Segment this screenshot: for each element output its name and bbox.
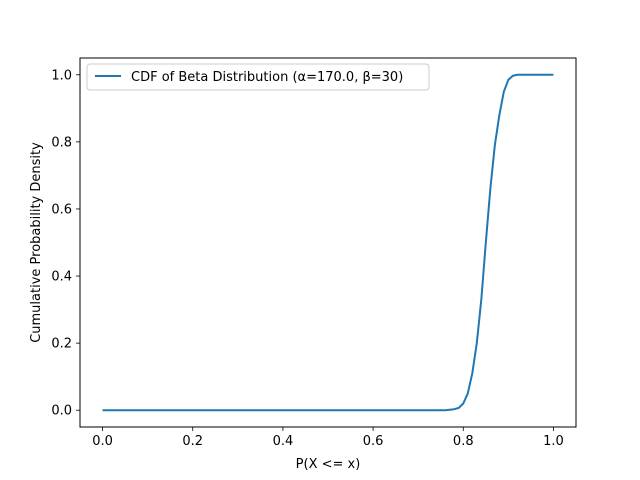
y-axis-ticks: 0.0 0.2 0.4 0.6 0.8 1.0: [51, 68, 80, 419]
legend-label: CDF of Beta Distribution (α=170.0, β=30): [131, 70, 403, 85]
y-tick-label: 0.4: [51, 270, 72, 285]
y-tick-label: 0.0: [51, 404, 72, 419]
x-tick-label: 0.2: [182, 434, 203, 449]
y-tick-label: 1.0: [51, 68, 72, 83]
x-tick-label: 0.6: [363, 434, 384, 449]
x-tick-label: 0.8: [453, 434, 474, 449]
y-tick-label: 0.6: [51, 202, 72, 217]
legend-box: [86, 63, 430, 91]
legend: CDF of Beta Distribution (α=170.0, β=30): [86, 63, 430, 91]
axes-frame: [79, 57, 577, 428]
x-axis-ticks: 0.0 0.2 0.4 0.6 0.8 1.0: [92, 427, 564, 449]
x-tick-label: 0.0: [92, 434, 113, 449]
y-axis-label: Cumulative Probability Density: [29, 142, 44, 343]
x-tick-label: 1.0: [543, 434, 564, 449]
x-axis-label: P(X <= x): [296, 457, 361, 472]
y-tick-label: 0.2: [51, 337, 72, 352]
plot-area: [102, 73, 554, 412]
y-tick-label: 0.8: [51, 135, 72, 150]
cdf-series-line: [102, 73, 554, 412]
x-tick-label: 0.4: [273, 434, 294, 449]
